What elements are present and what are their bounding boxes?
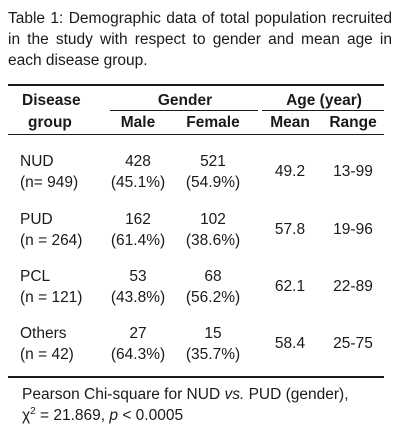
row-n: (n = 121)	[20, 289, 83, 306]
female-count: 521	[200, 153, 226, 170]
male-count: 428	[125, 153, 151, 170]
row-group: PCL	[20, 268, 51, 285]
row-group: NUD	[20, 153, 54, 170]
male-pct: (61.4%)	[110, 232, 166, 249]
female-pct: (54.9%)	[185, 174, 241, 191]
female-pct: (35.7%)	[185, 346, 241, 363]
male-pct: (43.8%)	[110, 289, 166, 306]
row-n: (n= 949)	[20, 174, 79, 191]
chi-value: = 21.869,	[35, 407, 110, 424]
table-top-rule	[8, 84, 384, 86]
male-count: 53	[129, 268, 147, 285]
male-pct: (64.3%)	[110, 346, 166, 363]
female-pct: (38.6%)	[185, 232, 241, 249]
footnote-vs: vs.	[224, 386, 245, 403]
footnote-text: PUD (gender),	[244, 386, 349, 403]
female-count: 68	[204, 268, 222, 285]
table-bottom-rule	[8, 376, 384, 378]
header-group: group	[28, 114, 72, 131]
chi-symbol: χ	[22, 407, 31, 424]
mean-age: 62.1	[274, 278, 306, 295]
row-n: (n = 42)	[20, 346, 74, 363]
footnote-text: Pearson Chi-square for NUD	[22, 386, 225, 403]
age-range: 13-99	[333, 163, 373, 180]
age-subrule	[262, 110, 384, 111]
p-value: < 0.0005	[118, 407, 184, 424]
mean-age: 57.8	[274, 221, 306, 238]
header-male: Male	[120, 114, 156, 131]
row-n: (n = 264)	[20, 232, 83, 249]
chi-superscript: 2	[30, 405, 36, 417]
header-female: Female	[186, 114, 240, 131]
header-age: Age (year)	[286, 92, 362, 109]
header-bottom-rule	[8, 134, 384, 135]
age-range: 19-96	[333, 221, 373, 238]
male-count: 27	[129, 325, 147, 342]
female-pct: (56.2%)	[185, 289, 241, 306]
table-footnote: Pearson Chi-square for NUD vs. PUD (gend…	[22, 384, 392, 426]
male-pct: (45.1%)	[110, 174, 166, 191]
age-range: 22-89	[333, 278, 373, 295]
header-mean: Mean	[270, 114, 310, 131]
female-count: 102	[200, 211, 226, 228]
header-gender: Gender	[157, 92, 213, 109]
male-count: 162	[125, 211, 151, 228]
table-caption: Table 1: Demographic data of total popul…	[8, 10, 392, 69]
age-range: 25-75	[333, 335, 373, 352]
row-group: PUD	[20, 211, 53, 228]
header-range: Range	[329, 114, 377, 131]
mean-age: 58.4	[274, 335, 306, 352]
p-symbol: p	[109, 407, 119, 424]
row-group: Others	[20, 325, 67, 342]
mean-age: 49.2	[274, 163, 306, 180]
footnote-line-2: χ2 = 21.869, p < 0.0005	[22, 405, 392, 426]
gender-subrule	[110, 110, 258, 111]
female-count: 15	[204, 325, 222, 342]
footnote-line-1: Pearson Chi-square for NUD vs. PUD (gend…	[22, 384, 392, 405]
header-disease: Disease	[22, 92, 81, 109]
